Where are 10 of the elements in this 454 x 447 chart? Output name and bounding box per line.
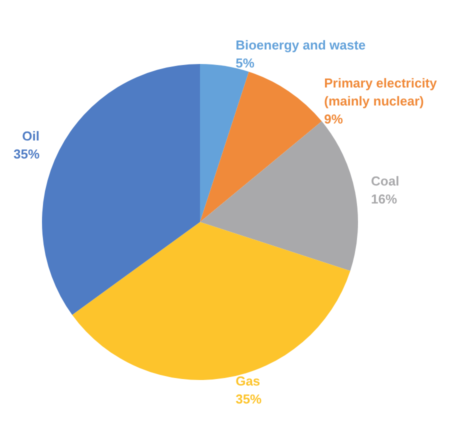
slice-label: Coal: [371, 174, 400, 189]
slice-label: Bioenergy and waste: [236, 38, 366, 53]
slice-label: Oil: [22, 128, 40, 144]
data-label: 5%: [236, 56, 255, 71]
data-label: 35%: [236, 391, 262, 406]
data-label: 35%: [14, 146, 40, 162]
data-label: 16%: [371, 192, 398, 207]
slice-label: Primary electricity (mainly nuclear): [324, 76, 440, 109]
data-label: 9%: [324, 112, 344, 127]
slice-label: Gas: [236, 373, 260, 388]
